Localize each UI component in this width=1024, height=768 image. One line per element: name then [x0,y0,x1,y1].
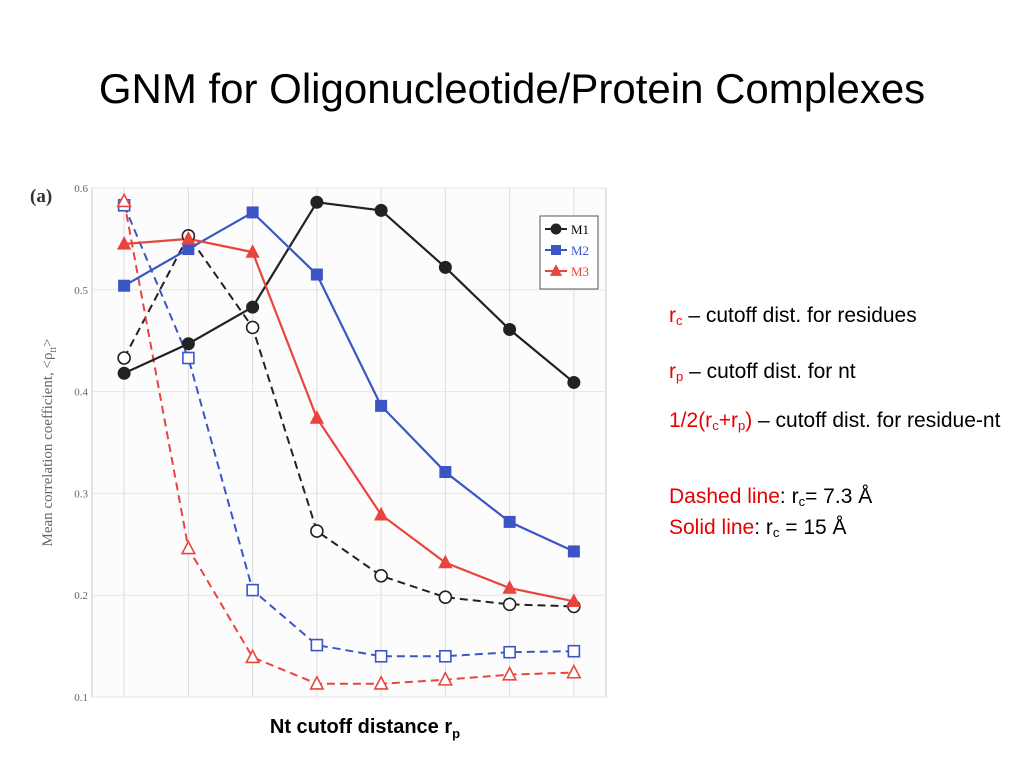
data-point-m3-solid [309,410,324,424]
y-axis-label: Mean correlation coefficient, <ρtt> [40,339,59,547]
data-point-m1-solid [246,300,260,314]
data-point-m1-solid [310,195,324,209]
data-point-series-6-dashed [116,192,132,208]
note-dashed: Dashed line: rc= 7.3 Å [669,484,873,509]
data-point-m1-solid [374,203,388,217]
data-point-m3-solid [438,554,453,569]
data-point-m2-solid [182,243,195,256]
data-point-series-4-dashed [438,590,453,605]
series-line-m1-solid [123,201,575,384]
data-point-series-5-dashed [439,649,452,663]
data-point-series-5-dashed [374,649,388,663]
slide-title: GNM for Oligonucleotide/Protein Complexe… [98,65,926,112]
series-line-m2-solid [123,211,575,553]
note-half: 1/2(rc+rp) – cutoff dist. for residue-nt [669,409,1001,434]
data-point-series-5-dashed [246,583,259,597]
legend-swatch-marker [549,264,563,276]
data-point-series-6-dashed [309,675,325,690]
data-point-m3-solid [374,506,389,521]
data-point-m2-solid [246,206,259,219]
note-solid: Solid line: rc = 15 Å [669,516,847,541]
y-tick-label: 0.3 [74,488,88,500]
note-rc: rc – cutoff dist. for residues [669,304,917,328]
data-point-m2-solid [118,279,131,292]
data-point-m2-solid [375,399,388,412]
notes-panel: rc – cutoff dist. for residues rp – cuto… [669,300,1009,544]
data-point-series-6-dashed [437,671,453,686]
data-point-m3-solid [566,593,581,607]
y-tick-label: 0.4 [74,387,88,399]
data-point-m2-solid [567,545,580,558]
data-point-m1-solid [438,260,452,274]
x-axis-label: Nt cutoff distance rp [269,716,461,741]
y-tick-label: 0.5 [74,285,88,297]
data-point-series-5-dashed [182,351,195,365]
y-tick-label: 0.2 [74,590,88,602]
data-point-m3-solid [117,236,132,250]
series-line-series-6-dashed [123,201,574,685]
data-point-series-6-dashed [566,663,582,679]
y-tick-label: 0.6 [74,183,88,195]
data-point-m3-solid [502,580,517,594]
data-point-m1-solid [117,366,131,380]
data-point-m1-solid [181,337,195,351]
series-line-m3-solid [124,237,575,603]
note-rp: rp – cutoff dist. for nt [669,359,856,384]
data-point-series-6-dashed [502,665,518,681]
line-chart: M1 M2 M3 0.1 0.2 0.3 0.4 0.5 0.6 (a) Mean correla… [30,183,607,704]
data-point-m3-solid [245,244,260,258]
data-point-m3-solid [181,230,196,245]
plot-area [91,187,607,698]
legend-entry-m2: M2 [571,243,589,258]
data-point-series-4-dashed [245,320,260,335]
data-point-m1-solid [503,323,517,337]
data-point-series-6-dashed [180,539,196,555]
legend-entry-m1: M1 [571,222,589,237]
legend-box [539,215,599,290]
data-point-series-4-dashed [374,569,388,583]
data-point-series-5-dashed [310,638,324,652]
legend-swatch-marker [550,223,562,235]
data-point-series-4-dashed [310,524,324,538]
data-point-series-6-dashed [373,675,389,690]
series-line-series-4-dashed [123,233,574,608]
data-point-series-6-dashed [245,648,261,664]
data-point-series-5-dashed [567,644,581,658]
data-point-m2-solid [310,268,323,281]
data-point-m2-solid [503,515,516,528]
data-point-series-5-dashed [503,645,516,659]
series-line-series-5-dashed [123,204,574,658]
data-point-m2-solid [439,466,452,479]
data-point-series-4-dashed [502,597,517,612]
legend-entry-m3: M3 [571,264,589,279]
legend-swatch-marker [551,245,561,255]
data-point-m1-solid [567,375,581,389]
data-point-series-4-dashed [117,351,131,365]
y-tick-label: 0.1 [74,692,88,704]
panel-label: (a) [30,186,52,207]
